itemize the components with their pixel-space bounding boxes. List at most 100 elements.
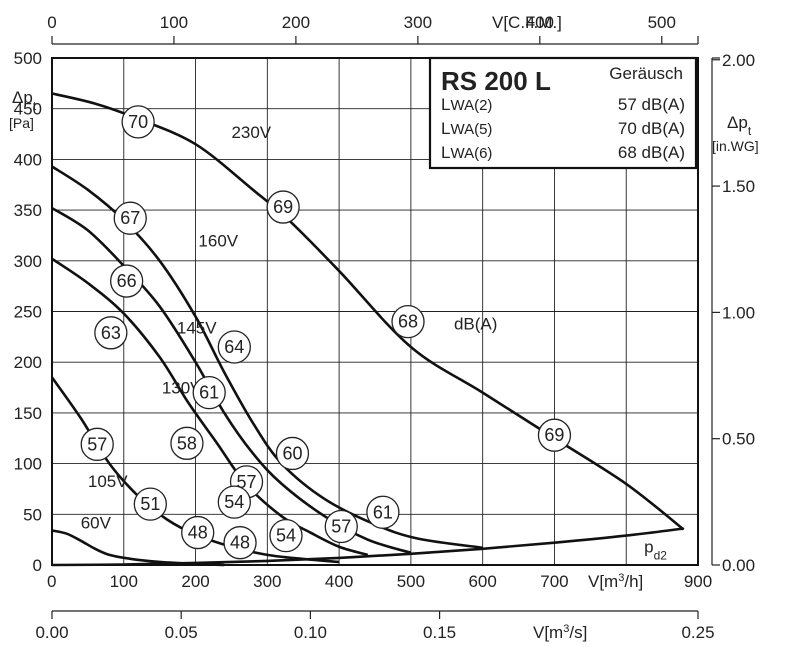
- curve-label: 105V: [88, 472, 128, 491]
- noise-badge-value: 58: [177, 433, 197, 453]
- noise-badge-value: 51: [140, 494, 160, 514]
- noise-badge-circle: [366, 495, 400, 529]
- noise-badge-circle: [266, 190, 300, 224]
- x-tick-label: 900: [684, 572, 712, 591]
- noise-badge-circle: [170, 426, 204, 460]
- noise-badge-value: 61: [373, 502, 393, 522]
- right-tick-label: 2.00: [722, 51, 755, 70]
- right-tick-label: 1.00: [722, 303, 755, 322]
- axes: 0 50 100 150 200 250 300 350 400 450 500 Δpt [Pa] 0 10…: [9, 13, 759, 642]
- noise-badge-circle: [192, 375, 226, 410]
- noise-badge-circle: [133, 487, 167, 521]
- noise-badge-value: 69: [273, 197, 293, 217]
- noise-badge-value: 54: [224, 492, 244, 512]
- curve-130v: [51, 257, 369, 557]
- noise-badge-value: 66: [117, 271, 137, 291]
- noise-badge-circle: [181, 515, 215, 550]
- right-axis-label: Δpt: [727, 113, 752, 138]
- noise-badge-value: 61: [199, 383, 219, 403]
- x-tick-label: 600: [468, 572, 496, 591]
- curve-label: 145V: [177, 319, 217, 338]
- noise-row-label: LWA(6): [441, 143, 492, 162]
- noise-row-value: 68 dB(A): [618, 143, 685, 162]
- noise-badge-circle: [94, 316, 128, 350]
- x-axis-label: V[m3/h]: [588, 572, 643, 591]
- noise-badge-circle: [109, 264, 144, 298]
- x-tick-label: 0: [47, 572, 56, 591]
- bottom-axis-label: V[m3/s]: [533, 623, 587, 642]
- curve-labels: 230V 160V 145V 130V 105V 60V dB(A) pd2: [81, 123, 668, 563]
- y-tick-label: 200: [14, 353, 42, 372]
- bottom-tick-label: 0.25: [681, 623, 714, 642]
- y-tick-label: 250: [14, 303, 42, 322]
- right-axis-unit: [in.WG]: [712, 138, 759, 154]
- noise-row-value: 57 dB(A): [618, 95, 685, 114]
- x-tick-label: 300: [253, 572, 281, 591]
- info-box: RS 200 L Geräusch LWA(2) 57 dB(A) LWA(5) 70 d…: [428, 56, 698, 170]
- noise-row-label: LWA(5): [441, 119, 492, 138]
- y-tick-label: 100: [14, 455, 42, 474]
- noise-badge-value: 54: [276, 526, 296, 546]
- info-box-frame: [428, 56, 698, 170]
- plot-frame: [51, 57, 699, 566]
- top-tick-label: 500: [648, 13, 676, 32]
- y-tick-label: 500: [14, 49, 42, 68]
- y-axis-label: Δpt: [12, 88, 37, 113]
- db-unit-label: dB(A): [454, 315, 497, 334]
- noise-badge-value: 67: [120, 208, 140, 228]
- right-tick-label: 0.50: [722, 430, 755, 449]
- top-tick-label: 0: [47, 13, 56, 32]
- noise-badge-value: 60: [282, 443, 302, 463]
- noise-badge-circle: [324, 509, 358, 544]
- x-tick-label: 200: [181, 572, 209, 591]
- noise-badge-circle: [113, 201, 147, 235]
- y-tick-label: 150: [14, 404, 42, 423]
- chart-title: RS 200 L: [441, 66, 551, 96]
- noise-badge-circle: [391, 304, 425, 339]
- noise-badge-value: 64: [224, 337, 244, 357]
- noise-badge-value: 68: [398, 312, 418, 332]
- curve-pd2: [51, 527, 684, 567]
- y-axis-unit: [Pa]: [9, 115, 34, 131]
- noise-badge-value: 70: [128, 112, 148, 132]
- bottom-tick-label: 0.05: [165, 623, 198, 642]
- top-tick-label: 100: [160, 13, 188, 32]
- x-tick-label: 400: [325, 572, 353, 591]
- noise-badge-circle: [80, 427, 114, 461]
- noise-badge-circle: [269, 518, 303, 553]
- noise-badge-circle: [217, 485, 251, 519]
- noise-badge-circle: [275, 436, 310, 471]
- curve-label: 160V: [198, 232, 238, 251]
- noise-badge-value: 48: [188, 523, 208, 543]
- noise-badge-value: 57: [87, 434, 107, 454]
- noise-badge-value: 48: [230, 533, 250, 553]
- label-pd2: pd2: [644, 538, 667, 563]
- top-tick-label: 200: [282, 13, 310, 32]
- x-tick-label: 500: [397, 572, 425, 591]
- right-tick-label: 0.00: [722, 556, 755, 575]
- noise-badge-circle: [121, 105, 155, 139]
- bottom-tick-label: 0.00: [35, 623, 68, 642]
- noise-badge-value: 57: [237, 472, 257, 492]
- noise-badge-circle: [217, 330, 251, 364]
- noise-label: Geräusch: [609, 64, 683, 83]
- y-tick-label: 0: [33, 556, 42, 575]
- x-tick-label: 700: [540, 572, 568, 591]
- curve-label: 60V: [81, 513, 112, 532]
- noise-row-value: 70 dB(A): [618, 119, 685, 138]
- noise-row-label: LWA(2): [441, 95, 492, 114]
- bottom-tick-label: 0.15: [423, 623, 456, 642]
- bottom-tick-label: 0.10: [294, 623, 327, 642]
- y-tick-label: 400: [14, 150, 42, 169]
- curve-label: 130V: [162, 379, 202, 398]
- y-tick-label: 350: [14, 201, 42, 220]
- noise-badge-circle: [537, 418, 572, 452]
- top-tick-label: 300: [404, 13, 432, 32]
- top-tick-label: 400: [526, 13, 554, 32]
- noise-badge-value: 63: [101, 323, 121, 343]
- noise-badge-value: 69: [544, 425, 564, 445]
- noise-badge-value: 57: [331, 516, 351, 536]
- noise-badge-circle: [223, 526, 257, 560]
